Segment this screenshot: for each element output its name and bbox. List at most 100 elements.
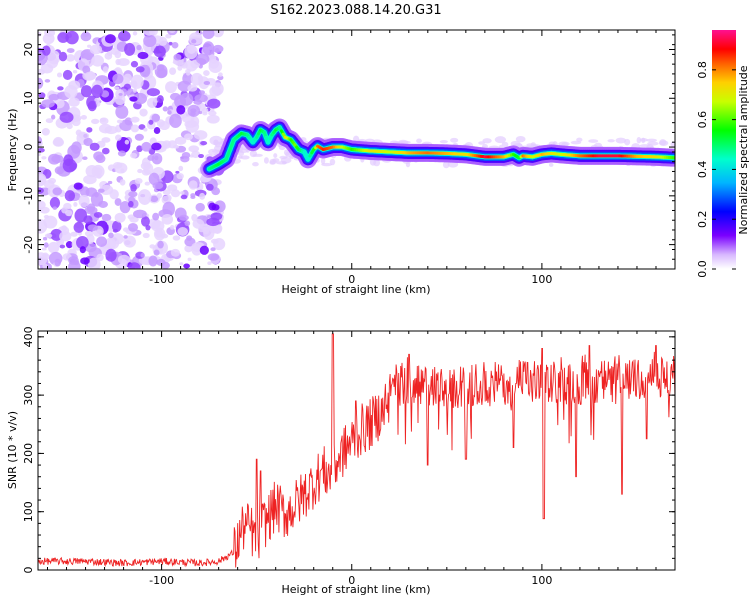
noise-blob: [138, 189, 152, 205]
noise-blob: [132, 88, 138, 93]
noise-blob: [38, 173, 47, 186]
noise-blob: [193, 130, 208, 140]
noise-blob: [65, 241, 73, 249]
noise-blob: [41, 156, 47, 160]
spectrogram-y-tick-label: 10: [22, 91, 35, 105]
noise-blob: [98, 200, 108, 208]
noise-blob: [129, 216, 139, 223]
noise-blob: [178, 165, 184, 172]
noise-blob: [416, 138, 422, 144]
snr-y-label: SNR (10 * v/v): [6, 411, 19, 489]
colorbar-tick-label: 0.4: [696, 161, 709, 179]
noise-blob: [670, 141, 675, 147]
noise-blob: [137, 51, 149, 60]
noise-blob: [101, 213, 112, 222]
noise-blob: [97, 188, 105, 193]
noise-blob: [132, 31, 138, 36]
noise-blob: [68, 256, 79, 265]
noise-blob: [52, 206, 58, 210]
noise-blob: [142, 30, 156, 36]
noise-blob: [58, 51, 68, 62]
noise-blob: [208, 60, 223, 73]
noise-blob: [218, 72, 223, 77]
noise-blob: [641, 137, 646, 144]
snr-line: [38, 333, 675, 568]
noise-blob: [162, 140, 172, 149]
noise-blob: [101, 147, 110, 155]
noise-blob: [191, 214, 198, 222]
noise-blob: [501, 141, 509, 148]
noise-blob: [61, 206, 68, 214]
spectrogram-x-tick-label: 100: [531, 273, 552, 286]
noise-blob: [211, 204, 220, 211]
noise-blob: [176, 173, 184, 180]
noise-blob: [187, 84, 198, 92]
noise-blob: [84, 206, 98, 215]
noise-blob: [134, 133, 144, 141]
noise-blob: [38, 31, 42, 37]
colorbar-tick-label: 0.6: [696, 111, 709, 129]
noise-blob: [165, 33, 172, 39]
noise-blob: [202, 30, 215, 39]
noise-blob: [169, 113, 182, 128]
noise-blob: [47, 241, 60, 254]
noise-blob: [169, 225, 175, 230]
noise-blob: [136, 145, 143, 153]
noise-blob: [130, 60, 139, 68]
noise-blob: [149, 244, 156, 249]
noise-blob: [119, 200, 131, 214]
noise-blob: [115, 105, 129, 119]
noise-blob: [41, 127, 50, 136]
noise-blob: [117, 253, 122, 256]
noise-blob: [169, 67, 177, 75]
noise-blob: [53, 136, 64, 147]
noise-blob: [91, 55, 104, 67]
noise-blob: [64, 190, 76, 202]
snr-y-tick-label: 0: [22, 567, 35, 574]
noise-blob: [94, 97, 101, 102]
noise-blob: [87, 44, 92, 48]
noise-blob: [198, 90, 206, 95]
noise-blob: [168, 30, 176, 33]
noise-blob: [146, 97, 158, 109]
noise-blob: [217, 75, 224, 81]
noise-blob: [177, 65, 183, 71]
noise-blob: [174, 136, 187, 145]
noise-blob: [107, 180, 113, 185]
noise-blob: [207, 253, 220, 261]
noise-blob: [106, 220, 113, 226]
noise-blob: [181, 151, 191, 159]
noise-blob: [66, 123, 73, 130]
noise-blob: [115, 58, 121, 66]
noise-blob: [39, 206, 50, 214]
noise-blob: [148, 119, 154, 125]
noise-blob: [101, 137, 111, 143]
noise-blob: [114, 212, 126, 223]
noise-blob: [100, 90, 110, 98]
noise-blob: [151, 152, 163, 165]
noise-blob: [167, 110, 172, 115]
noise-blob: [184, 133, 194, 141]
snr-y-ticks: 0 100 200 300 400: [22, 326, 675, 574]
colorbar-gradient: [712, 30, 736, 269]
noise-blob: [206, 214, 212, 219]
noise-blob: [85, 187, 98, 197]
noise-blob: [252, 161, 259, 167]
spectrogram-y-tick-label: 0: [22, 144, 35, 151]
noise-blob: [124, 139, 130, 145]
noise-blob: [658, 140, 669, 146]
noise-blob: [72, 69, 78, 74]
noise-blob: [142, 232, 150, 239]
noise-blob: [98, 123, 113, 134]
noise-blob: [138, 124, 146, 130]
noise-blob: [123, 73, 132, 82]
noise-blob: [203, 80, 211, 85]
noise-blob: [93, 211, 103, 218]
noise-blob: [114, 86, 120, 90]
noise-blob: [130, 124, 140, 133]
noise-blob: [183, 263, 190, 269]
noise-blob: [157, 95, 164, 104]
noise-blob: [206, 114, 220, 124]
noise-blob: [155, 230, 164, 238]
